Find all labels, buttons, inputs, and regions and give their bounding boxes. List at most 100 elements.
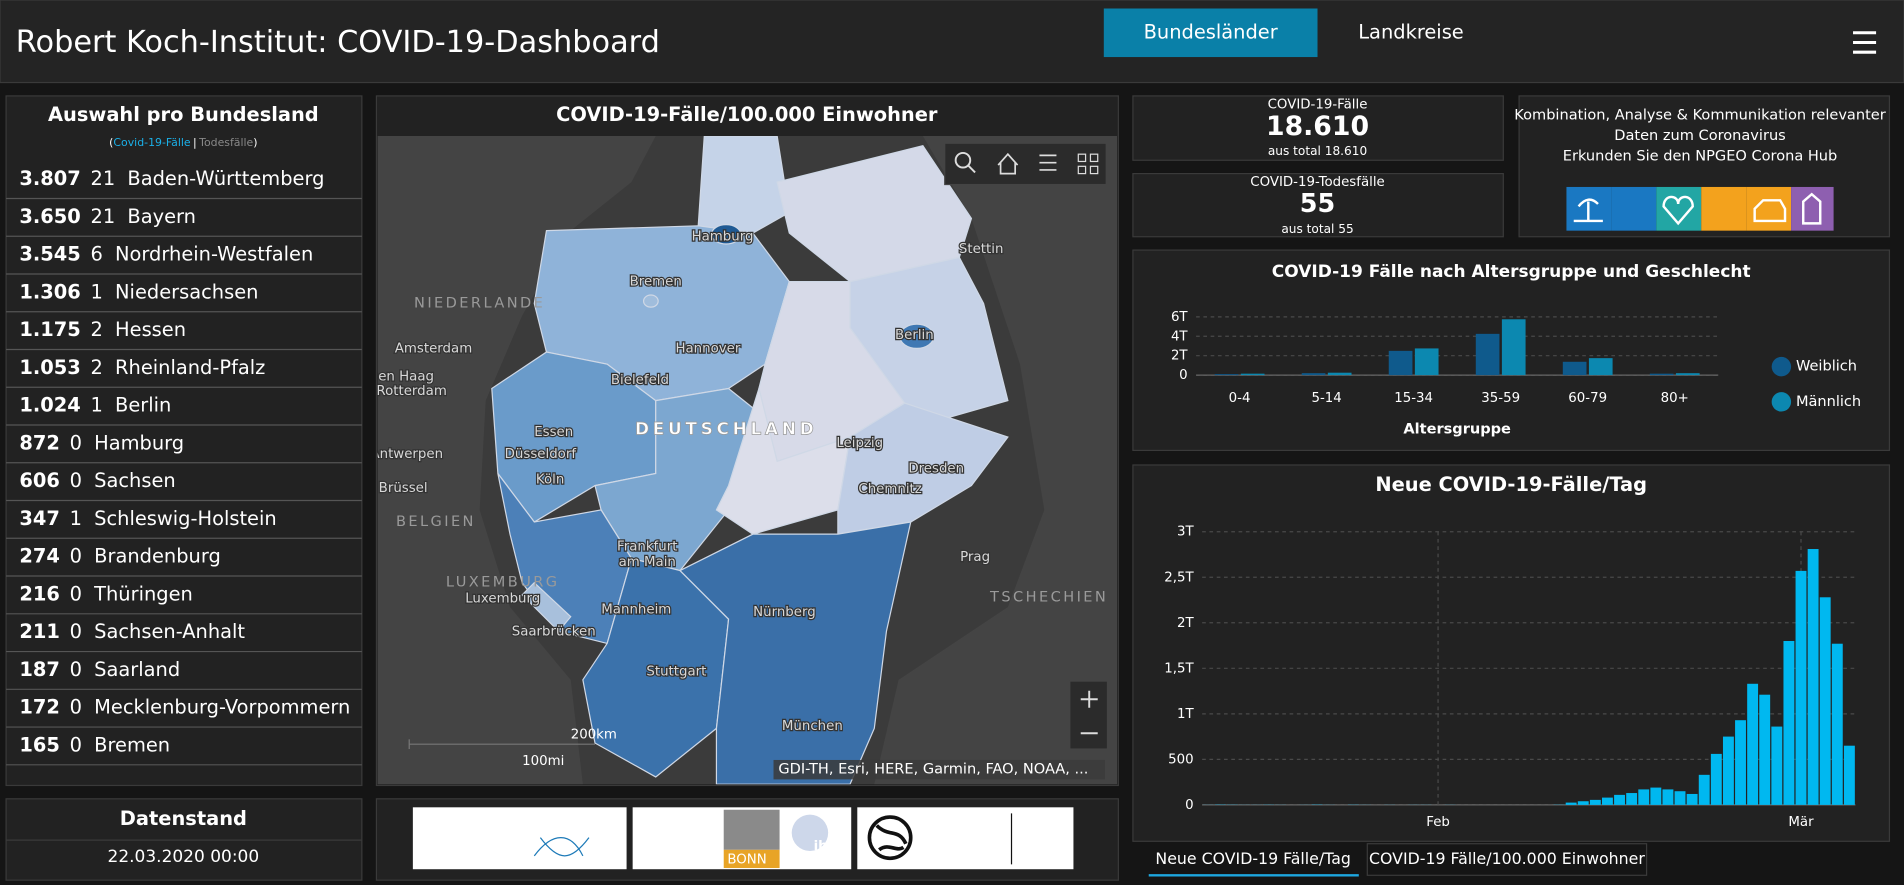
state-deaths: 0: [70, 658, 82, 681]
kpi-label: COVID-19-Todesfälle: [1250, 175, 1385, 190]
state-row[interactable]: 3.650 21 Bayern: [6, 205, 362, 237]
bar: [1565, 802, 1577, 805]
state-cases: 274: [19, 545, 60, 568]
chart-tab[interactable]: COVID-19 Fälle/100.000 Einwohner: [1369, 849, 1645, 868]
info-link[interactable]: Erkunden Sie den NPGEO Corona Hub: [1563, 148, 1837, 165]
y-tick-label: 1,5T: [1164, 661, 1194, 676]
tab-label[interactable]: Bundesländer: [1144, 20, 1278, 43]
bar: [1735, 720, 1746, 805]
state-row[interactable]: 1.024 1 Berlin: [6, 394, 362, 426]
region: [715, 386, 851, 535]
state-row[interactable]: 211 0 Sachsen-Anhalt: [6, 620, 362, 653]
menu-icon[interactable]: [1853, 31, 1877, 54]
y-tick-label: 4T: [1171, 329, 1188, 344]
logo-rki: [412, 807, 627, 870]
state-row[interactable]: 1.175 2 Hessen: [6, 318, 362, 351]
tab-label[interactable]: Landkreise: [1358, 20, 1464, 43]
legend-swatch: [1771, 356, 1792, 377]
bar: [1795, 570, 1807, 805]
map-label: Rotterdam: [376, 384, 446, 399]
bar: [1562, 361, 1587, 376]
info-text: Kombination, Analyse & Kommunikation rel…: [1514, 106, 1885, 123]
bar: [1650, 787, 1662, 805]
header-bar: [0, 0, 1904, 84]
state-row[interactable]: 187 0 Saarland: [6, 658, 362, 690]
map-label: Hannover: [675, 341, 740, 356]
logo-mark: [723, 849, 780, 869]
state-cases: 3.650: [19, 205, 80, 228]
legend-cases: Covid-19-Fälle: [113, 136, 190, 149]
map-label: am Main: [619, 555, 676, 570]
hub-icons[interactable]: [1566, 186, 1834, 231]
map-label: Dresden: [908, 462, 964, 477]
y-tick-label: 0: [1185, 798, 1194, 813]
logo-text: ROBERT KOCH INSTITUT: [442, 809, 598, 824]
bar: [1686, 793, 1698, 805]
chart-tab-box[interactable]: [1366, 843, 1648, 876]
bar: [1626, 793, 1638, 805]
states: [491, 135, 1009, 785]
state-row[interactable]: 3.545 6 Nordrhein-Westfalen: [6, 243, 362, 275]
y-tick-label: 2T: [1171, 349, 1188, 364]
x-tick-label: 0-4: [1229, 391, 1251, 406]
attribution: GDI-TH, Esri, HERE, Garmin, FAO, NOAA, .…: [778, 761, 1088, 778]
state-row[interactable]: 172 0 Mecklenburg-Vorpommern: [6, 696, 362, 728]
legend-swatch: [1771, 392, 1792, 412]
region: [710, 223, 742, 245]
chart-tab[interactable]: Neue COVID-19 Fälle/Tag: [1155, 849, 1350, 868]
state-deaths: 0: [70, 620, 82, 643]
kpi-panel: [1132, 95, 1504, 161]
state-name: Hessen: [115, 318, 186, 341]
map-title: COVID-19-Fälle/100.000 Einwohner: [556, 103, 938, 126]
bar: [1240, 373, 1265, 376]
legend-punct: |: [193, 136, 197, 149]
logo-text: WHERE: [1019, 848, 1054, 858]
state-row[interactable]: 3.807 21 Baden-Württemberg: [6, 167, 362, 200]
kpi-panel: [1132, 172, 1504, 238]
state-name: Sachsen-Anhalt: [94, 620, 245, 643]
state-row[interactable]: 347 1 Schleswig-Holstein: [6, 507, 362, 539]
state-cases: 606: [19, 469, 60, 492]
logo-mark: [533, 837, 590, 857]
bar: [1675, 373, 1700, 376]
kpi-label: COVID-19-Fälle: [1268, 97, 1368, 112]
bar: [1327, 372, 1352, 376]
state-row[interactable]: 872 0 Hamburg: [6, 431, 362, 464]
map-label: Stuttgart: [646, 664, 706, 679]
state-row[interactable]: 216 0 Thüringen: [6, 582, 362, 615]
state-deaths: 1: [70, 507, 82, 530]
y-tick-label: 2T: [1177, 616, 1194, 631]
zoom-controls[interactable]: [1069, 680, 1109, 750]
state-row[interactable]: 274 0 Brandenburg: [6, 545, 362, 577]
state-row[interactable]: 606 0 Sachsen: [6, 469, 362, 502]
map-label: Antwerpen: [370, 447, 443, 462]
x-tick-label: Feb: [1426, 815, 1450, 830]
legend-deaths: Todesfälle: [198, 136, 253, 149]
bar: [1783, 640, 1795, 805]
state-name: Rheinland-Pfalz: [115, 356, 265, 379]
state-name: Bremen: [94, 734, 170, 757]
land-west: [377, 135, 656, 785]
state-row[interactable]: 165 0 Bremen: [6, 734, 362, 766]
map-label: Mannheim: [601, 602, 671, 617]
y-tick-label: 0: [1179, 368, 1188, 383]
logo-mark: [723, 809, 780, 850]
bar: [1710, 753, 1722, 805]
state-row[interactable]: 1.053 2 Rheinland-Pfalz: [6, 356, 362, 388]
state-row[interactable]: 1.306 1 Niedersachsen: [6, 280, 362, 313]
bar: [1388, 350, 1413, 376]
map-toolbar[interactable]: [944, 142, 1107, 186]
logo-text: OF: [1019, 837, 1032, 847]
bar: [1501, 319, 1526, 376]
state-deaths: 1: [91, 394, 103, 417]
map-label: Brüssel: [379, 481, 428, 496]
bar: [1819, 597, 1831, 805]
state-cases: 187: [19, 658, 60, 681]
states-panel: [5, 95, 363, 787]
tab-active[interactable]: [1103, 8, 1318, 58]
logo-text: esri: [917, 810, 1009, 861]
map-label: NIEDERLANDE: [414, 295, 545, 312]
state-cases: 211: [19, 620, 60, 643]
legend-label: Weiblich: [1796, 358, 1857, 375]
